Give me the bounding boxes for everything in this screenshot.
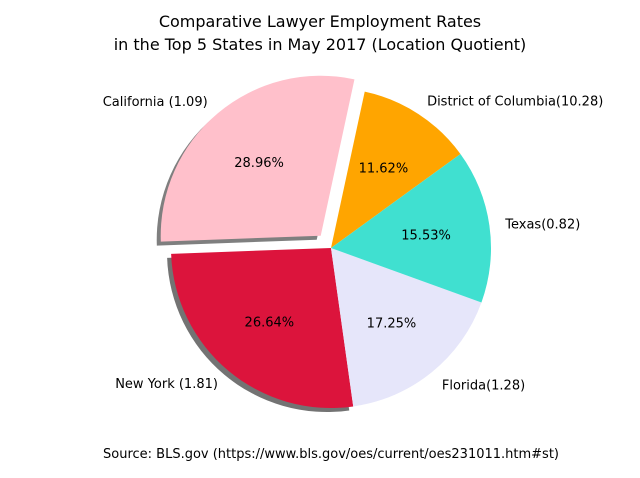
- chart-title-line-2: in the Top 5 States in May 2017 (Locatio…: [114, 35, 527, 54]
- slice-label-district-of-columbia: District of Columbia(10.28): [427, 95, 603, 110]
- slice-label-florida: Florida(1.28): [442, 379, 525, 394]
- slice-percent-california: 28.96%: [234, 156, 284, 171]
- pie-slice-california: [160, 75, 355, 242]
- pie-slice-new-york: [171, 248, 354, 408]
- pie-slices: [160, 75, 491, 408]
- pie-slice-texas: [331, 153, 491, 303]
- slice-percent-texas: 15.53%: [401, 229, 451, 244]
- slice-label-texas: Texas(0.82): [504, 217, 580, 232]
- slice-label-new-york: New York (1.81): [115, 377, 218, 392]
- slice-label-california: California (1.09): [103, 95, 208, 110]
- source-note: Source: BLS.gov (https://www.bls.gov/oes…: [103, 447, 559, 462]
- slice-labels: District of Columbia(10.28) 11.62% Califor…: [103, 95, 604, 394]
- slice-percent-district-of-columbia: 11.62%: [359, 162, 409, 177]
- slice-percent-florida: 17.25%: [367, 317, 417, 332]
- pie-slice-district-of-columbia: [331, 91, 461, 248]
- pie-slice-florida: [331, 248, 482, 407]
- slice-percent-new-york: 26.64%: [245, 316, 295, 331]
- chart-title-line-1: Comparative Lawyer Employment Rates: [159, 12, 481, 31]
